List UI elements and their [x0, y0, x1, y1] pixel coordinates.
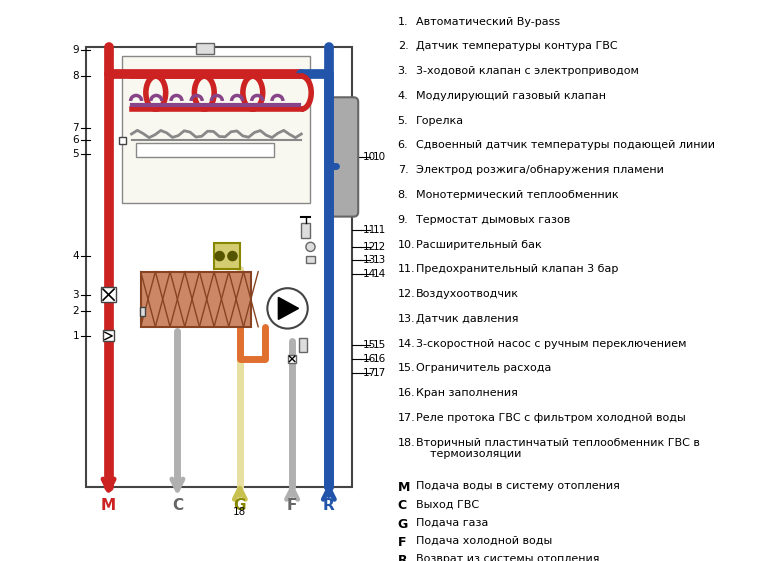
Text: G: G	[234, 498, 246, 513]
Text: 6: 6	[73, 135, 79, 145]
Text: Выход ГВС: Выход ГВС	[416, 499, 480, 509]
Text: 12: 12	[373, 242, 386, 252]
Text: 8.: 8.	[398, 190, 408, 200]
Bar	[299, 338, 307, 352]
Text: 16.: 16.	[398, 388, 415, 398]
Circle shape	[228, 251, 237, 261]
Text: Горелка: Горелка	[416, 116, 464, 126]
Text: 4: 4	[73, 251, 79, 261]
Text: 15: 15	[363, 340, 376, 350]
Text: 11: 11	[363, 226, 376, 236]
Text: 6.: 6.	[398, 140, 408, 150]
Text: Воздухоотводчик: Воздухоотводчик	[416, 289, 519, 299]
Text: Ограничитель расхода: Ограничитель расхода	[416, 364, 551, 374]
Text: 13.: 13.	[398, 314, 415, 324]
Text: C: C	[398, 499, 407, 512]
Text: 3-ходовой клапан с электроприводом: 3-ходовой клапан с электроприводом	[416, 66, 639, 76]
Text: 1.: 1.	[398, 16, 408, 26]
Text: 18.: 18.	[398, 438, 415, 448]
Text: 17.: 17.	[398, 413, 415, 423]
Bar	[103, 330, 114, 342]
Text: 3.: 3.	[398, 66, 408, 76]
Bar	[141, 272, 251, 327]
Text: 3-скоростной насос с ручным переключением: 3-скоростной насос с ручным переключение…	[416, 339, 686, 349]
Text: 16: 16	[373, 354, 386, 364]
Text: 2.: 2.	[398, 42, 408, 51]
Text: 7.: 7.	[398, 165, 408, 175]
Bar	[123, 56, 311, 203]
Text: 7: 7	[73, 122, 79, 132]
Text: G: G	[398, 518, 408, 531]
Text: Датчик давления: Датчик давления	[416, 314, 519, 324]
Text: 15.: 15.	[398, 364, 415, 374]
Text: M: M	[101, 498, 116, 513]
Bar	[102, 287, 116, 302]
Text: Сдвоенный датчик температуры подающей линии: Сдвоенный датчик температуры подающей ли…	[416, 140, 715, 150]
Text: Датчик температуры контура ГВС: Датчик температуры контура ГВС	[416, 42, 618, 52]
Circle shape	[215, 251, 224, 261]
Text: 14: 14	[373, 269, 386, 279]
Text: Подача холодной воды: Подача холодной воды	[416, 536, 552, 546]
Bar	[119, 137, 126, 144]
Text: 16: 16	[363, 354, 376, 364]
Text: 11.: 11.	[398, 264, 415, 274]
Text: 14: 14	[363, 269, 376, 279]
Bar	[214, 243, 240, 269]
Text: 11: 11	[373, 226, 386, 236]
Text: Расширительный бак: Расширительный бак	[416, 240, 542, 250]
Text: 10: 10	[373, 152, 386, 162]
FancyBboxPatch shape	[329, 97, 358, 217]
Text: 1: 1	[73, 331, 79, 341]
Text: 15: 15	[373, 340, 386, 350]
Circle shape	[306, 242, 315, 251]
Polygon shape	[278, 297, 298, 319]
Text: 8: 8	[73, 71, 79, 81]
Text: Реле протока ГВС с фильтром холодной воды: Реле протока ГВС с фильтром холодной вод…	[416, 413, 686, 423]
Text: Подача воды в систему отопления: Подача воды в систему отопления	[416, 481, 620, 491]
Text: 17: 17	[373, 367, 386, 378]
Text: 14.: 14.	[398, 339, 415, 349]
Text: Вторичный пластинчатый теплообменник ГВС в
    термоизоляции: Вторичный пластинчатый теплообменник ГВС…	[416, 438, 700, 459]
Text: R: R	[323, 498, 335, 513]
Text: C: C	[172, 498, 183, 513]
Text: F: F	[287, 498, 298, 513]
Text: 9: 9	[73, 44, 79, 54]
Text: Электрод розжига/обнаружения пламени: Электрод розжига/обнаружения пламени	[416, 165, 664, 175]
Text: M: M	[398, 481, 410, 494]
Bar	[136, 143, 274, 157]
Text: Автоматический By-pass: Автоматический By-pass	[416, 16, 560, 26]
Text: 10: 10	[363, 152, 376, 162]
Text: 4.: 4.	[398, 91, 408, 101]
Text: R: R	[398, 554, 408, 561]
Text: 10.: 10.	[398, 240, 415, 250]
Text: 2: 2	[73, 306, 79, 316]
Text: Кран заполнения: Кран заполнения	[416, 388, 518, 398]
Text: 18: 18	[234, 507, 247, 517]
Text: 5: 5	[73, 149, 79, 159]
Text: 17: 17	[363, 367, 376, 378]
Text: 13: 13	[373, 255, 386, 265]
Bar	[86, 47, 351, 488]
Text: 13: 13	[363, 255, 376, 265]
Text: 12: 12	[363, 242, 376, 252]
Text: Подача газа: Подача газа	[416, 518, 488, 528]
Bar	[196, 43, 214, 54]
Text: Термостат дымовых газов: Термостат дымовых газов	[416, 215, 570, 225]
Text: Предохранительный клапан 3 бар: Предохранительный клапан 3 бар	[416, 264, 619, 274]
Text: 12.: 12.	[398, 289, 415, 299]
Text: F: F	[398, 536, 406, 549]
Text: Модулирующий газовый клапан: Модулирующий газовый клапан	[416, 91, 606, 101]
Bar	[306, 256, 315, 264]
Bar	[288, 355, 296, 362]
Text: 5.: 5.	[398, 116, 408, 126]
Text: 9.: 9.	[398, 215, 408, 225]
Bar	[301, 223, 311, 238]
Text: Монотермический теплообменник: Монотермический теплообменник	[416, 190, 619, 200]
Bar	[140, 306, 145, 316]
Circle shape	[267, 288, 308, 329]
Text: 3: 3	[73, 289, 79, 300]
Text: Возврат из системы отопления: Возврат из системы отопления	[416, 554, 600, 561]
